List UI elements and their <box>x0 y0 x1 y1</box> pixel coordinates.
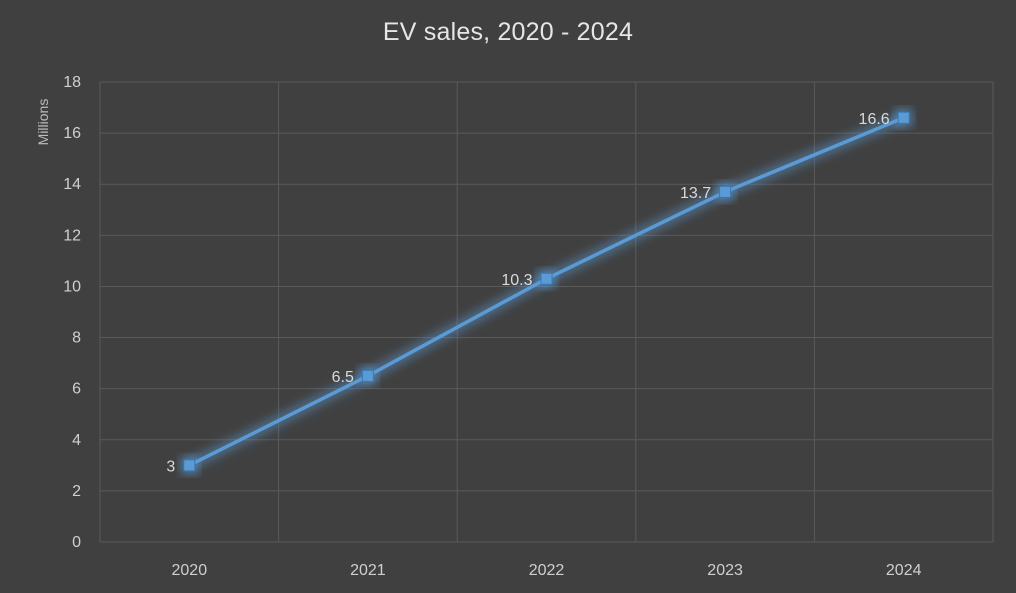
chart-title: EV sales, 2020 - 2024 <box>382 18 634 46</box>
data-point-marker <box>183 459 196 472</box>
data-point-marker <box>540 272 553 285</box>
y-tick-label: 18 <box>63 74 81 91</box>
gridlines <box>99 81 994 543</box>
data-label: 10.3 <box>501 272 532 289</box>
data-label: 13.7 <box>680 185 711 202</box>
data-label: 16.6 <box>859 111 890 128</box>
series-layer <box>180 108 913 475</box>
data-point-marker <box>361 369 374 382</box>
x-tick-label: 2023 <box>707 562 743 579</box>
y-tick-label: 12 <box>63 227 81 244</box>
y-tick-label: 8 <box>72 330 81 347</box>
y-tick-label: 4 <box>72 432 81 449</box>
y-tick-label: 16 <box>63 125 81 142</box>
x-tick-label: 2021 <box>350 562 386 579</box>
y-tick-label: 2 <box>72 483 81 500</box>
y-tick-label: 6 <box>72 381 81 398</box>
axis-tick-labels: 0 2 4 6 8 10 12 14 16 18 2020 2021 2022 2023 2024 <box>63 74 921 579</box>
y-tick-label: 14 <box>63 176 81 193</box>
y-tick-label: 10 <box>63 278 81 295</box>
x-tick-label: 2022 <box>529 562 565 579</box>
series-line <box>188 116 905 467</box>
data-label: 3 <box>166 458 175 475</box>
data-point-marker <box>897 111 910 124</box>
y-tick-label: 0 <box>72 534 81 551</box>
data-label: 6.5 <box>332 369 354 386</box>
x-tick-label: 2024 <box>886 562 922 579</box>
x-tick-label: 2020 <box>172 562 208 579</box>
data-point-marker <box>719 185 732 198</box>
data-labels: 3 6.5 10.3 13.7 16.6 <box>166 111 889 476</box>
